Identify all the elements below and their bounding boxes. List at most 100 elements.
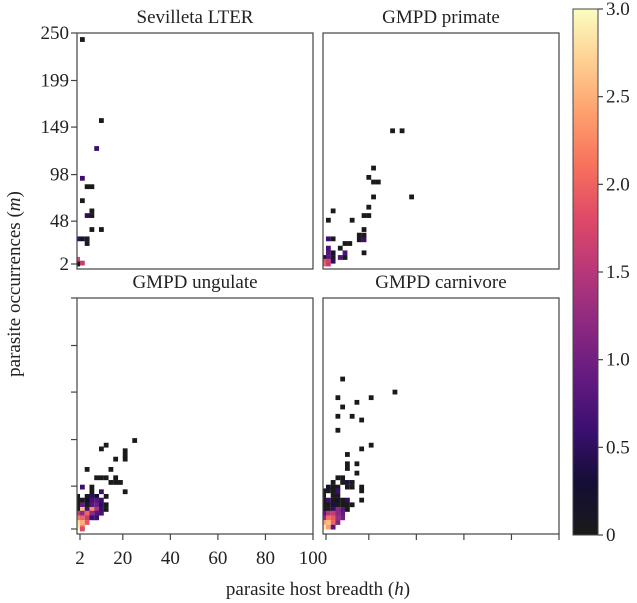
heatmap-cell [77, 520, 81, 525]
y-tick-label: 250 [41, 23, 70, 44]
heatmap-cell [330, 258, 336, 264]
heatmap-cell [84, 236, 90, 242]
heatmap-cell [323, 507, 327, 512]
heatmap-cell [323, 261, 327, 267]
panel-title: GMPD carnivore [375, 272, 506, 293]
panel-gmpd-ungulate: GMPD ungulate 2 20 40 60 80 100 [71, 272, 327, 569]
heatmap-cell [323, 510, 327, 516]
heatmap-cell [340, 404, 346, 410]
heatmap-cell [108, 480, 114, 485]
heatmap-cell [366, 213, 372, 218]
heatmap-cell [361, 237, 367, 243]
heatmap-cell [84, 241, 90, 246]
heatmap-cells [323, 376, 398, 530]
heatmap-cell [84, 520, 90, 525]
heatmap-cell [349, 413, 355, 419]
heatmap-cell [344, 484, 350, 490]
heatmap-cell [337, 255, 343, 260]
heatmap-cell [89, 507, 95, 512]
heatmap-cell [108, 466, 114, 472]
heatmap-cell [103, 507, 109, 512]
heatmap-cell [79, 507, 85, 512]
heatmap-cell [342, 255, 348, 260]
heatmap-cell [371, 179, 376, 185]
heatmap-cell [354, 399, 360, 405]
heatmap-cell [325, 488, 331, 494]
heatmap-cell [330, 520, 336, 525]
heatmap-cell [89, 510, 95, 516]
heatmap-cell [98, 118, 104, 123]
heatmap-cell [340, 502, 346, 508]
heatmap-cell [325, 507, 331, 512]
heatmap-cell [330, 524, 336, 530]
heatmap-cell [79, 236, 85, 242]
x-axis-label: parasite host breadth (h) [226, 579, 410, 600]
heatmap-cell [330, 236, 336, 242]
heatmap-cell [94, 502, 100, 508]
heatmap-cell [84, 466, 90, 472]
y-tick-label: 48 [50, 211, 69, 232]
heatmap-cell [330, 208, 336, 214]
colorbar-tick-label: 3.0 [606, 0, 630, 20]
heatmap-cell [344, 507, 350, 512]
heatmap-cell [89, 489, 95, 495]
heatmap-cell [344, 461, 350, 467]
heatmap-cell [325, 250, 331, 256]
heatmap-cell [79, 526, 85, 532]
heatmap-cell [335, 497, 341, 503]
colorbar: 0 0.5 1.0 1.5 2.0 2.5 3.0 [572, 0, 630, 546]
heatmap-cell [340, 480, 346, 485]
y-tick-label: 98 [50, 165, 69, 186]
heatmap-cell [330, 488, 336, 494]
colorbar-tick-label: 1.5 [606, 262, 630, 283]
heatmap-cell [84, 497, 90, 503]
heatmap-cell [77, 261, 81, 267]
colorbar-tick-label: 0.5 [606, 437, 630, 458]
heatmap-cell [325, 255, 331, 260]
heatmap-cell [340, 475, 346, 481]
heatmap-cell [77, 236, 81, 242]
heatmap-cell [335, 507, 341, 512]
heatmap-cell [89, 208, 95, 214]
heatmap-cell [79, 484, 85, 490]
heatmap-cell [361, 227, 367, 232]
heatmap-cell [342, 241, 348, 246]
heatmap-cell [325, 484, 331, 490]
heatmap-cell [79, 260, 85, 266]
heatmap-cell [325, 510, 331, 516]
heatmap-cell [375, 179, 381, 185]
heatmap-cell [392, 389, 398, 395]
heatmap-cell [340, 497, 346, 503]
heatmap-cell [79, 37, 85, 42]
heatmap-cell [94, 510, 100, 516]
heatmap-cell [325, 258, 331, 264]
heatmap-cell [77, 493, 81, 499]
heatmap-cell [113, 480, 119, 485]
heatmap-cell [325, 236, 331, 242]
heatmap-cell [344, 452, 350, 457]
heatmap-cell [349, 484, 355, 490]
heatmap-cell [77, 515, 81, 521]
heatmap-cell [323, 497, 327, 503]
heatmap-cell [122, 448, 128, 454]
heatmap-cell [323, 524, 327, 530]
heatmap-cell [79, 175, 85, 181]
heatmap-cell [98, 502, 104, 508]
heatmap-cell [84, 184, 90, 190]
panel-title: GMPD ungulate [132, 272, 257, 293]
heatmap-cell [335, 488, 341, 494]
heatmap-cell [94, 475, 100, 481]
heatmap-cell [98, 510, 104, 516]
heatmap-cell [89, 484, 95, 490]
heatmap-cell [98, 507, 104, 512]
heatmap-cell [325, 502, 331, 508]
heatmap-cells [77, 37, 104, 267]
heatmap-cell [330, 497, 336, 503]
heatmap-cell [94, 515, 100, 521]
x-tick-label: 60 [208, 548, 227, 569]
heatmap-cell [94, 497, 100, 503]
x-tick-label: 20 [113, 548, 132, 569]
panel-gmpd-carnivore: GMPD carnivore [322, 272, 560, 540]
x-tick-label: 100 [299, 548, 328, 569]
